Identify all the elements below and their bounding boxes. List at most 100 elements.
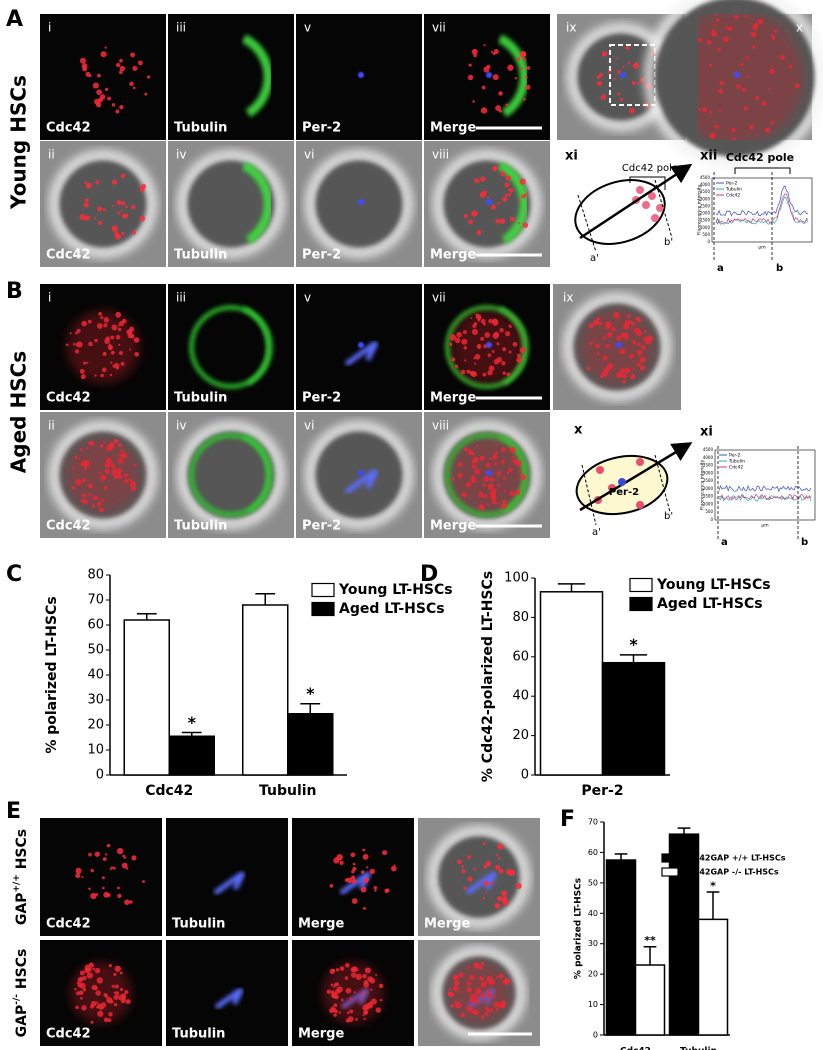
cdc42-dot: [596, 74, 601, 79]
cdc42-dot: [125, 205, 128, 209]
bar: [287, 713, 334, 776]
micrograph: [418, 818, 540, 936]
cdc42-dot: [121, 862, 128, 869]
tile-numeral: vi: [304, 419, 314, 433]
cdc42-dot: [617, 92, 621, 96]
bar: [242, 604, 289, 776]
stains: [344, 340, 379, 367]
cdc42-dot: [362, 848, 366, 852]
y-tick-label: 60: [512, 649, 529, 664]
micrograph: [296, 141, 422, 267]
side-base: GAP: [14, 1005, 30, 1038]
diagram-dot: [636, 458, 644, 466]
cdc42-dot: [480, 107, 488, 114]
legend-label: Young LT-HSCs: [338, 582, 453, 598]
cdc42-dot: [85, 182, 92, 189]
cdc42-dot: [526, 65, 531, 70]
cdc42-dot: [84, 180, 88, 184]
stains: [189, 305, 273, 389]
tile-caption: Per-2: [302, 519, 341, 534]
error-bar: [255, 593, 276, 605]
side-sup: -/-: [12, 994, 22, 1005]
cdc42-dot: [132, 65, 138, 71]
diagram-numeral: xii: [700, 149, 717, 164]
micrograph: [424, 284, 550, 410]
cdc42-dot: [505, 175, 511, 181]
cdc42-dot: [635, 61, 638, 64]
profile-tick: 4000: [703, 455, 714, 460]
tile-caption: Merge: [430, 391, 476, 406]
plot-frame: [711, 177, 813, 243]
cdc42-dot: [115, 109, 120, 114]
profile-tick: 4000: [700, 182, 711, 187]
cdc42-dot: [90, 868, 94, 873]
cell-halo: [177, 421, 285, 529]
stains: [241, 34, 273, 118]
cell-halo: [49, 150, 157, 258]
legend-label: Cdc42GAP +/+ LT-HSCs: [683, 854, 786, 863]
axis-arrow: [579, 442, 693, 512]
cdc42-dot: [490, 50, 493, 54]
cdc42-haze: [698, 14, 803, 140]
y-tick-label: 40: [87, 668, 104, 683]
tubulin-ring: [189, 433, 273, 517]
stains: [698, 14, 803, 140]
micrograph: [168, 141, 294, 267]
micrograph: [40, 284, 166, 410]
micrograph: [40, 14, 166, 140]
legend-label: Aged LT-HSCs: [339, 601, 445, 617]
cdc42-dot: [366, 866, 369, 869]
micrograph: [168, 14, 294, 140]
diagram-dot: [642, 201, 650, 209]
cdc42-haze: [322, 962, 384, 1024]
x-tick-label: Cdc42: [145, 783, 193, 799]
cdc42-dot: [129, 900, 133, 904]
cdc42-dot: [116, 211, 121, 215]
cdc42-dot: [457, 859, 462, 865]
cdc42-dot: [81, 876, 84, 879]
cdc42-dot: [495, 853, 498, 856]
cdc42-dot: [485, 891, 488, 894]
tile-caption: Tubulin: [174, 519, 227, 534]
cdc42-dot: [637, 82, 640, 85]
diagram-dot: [651, 214, 659, 222]
cdc42-dot: [504, 182, 510, 188]
cdc42-dot: [522, 222, 529, 228]
bar: [634, 964, 666, 1036]
cdc42-dot: [114, 233, 121, 240]
significance: *: [306, 684, 315, 703]
micrograph: [40, 141, 166, 267]
x-tick-label: Cdc42: [620, 1047, 651, 1050]
tubulin: [465, 870, 498, 896]
pole-label: Cdc42 pole: [726, 151, 794, 164]
stains: [241, 161, 273, 245]
tile-caption: Tubulin: [172, 1027, 225, 1042]
cdc42-dot: [121, 201, 126, 206]
tile-numeral: iii: [176, 21, 186, 35]
cdc42-dot: [632, 62, 639, 69]
cdc42-dot: [519, 178, 526, 185]
cdc42-dot: [346, 877, 353, 884]
profile-tick: 4500: [700, 175, 711, 180]
tile-numeral: viii: [432, 148, 449, 162]
pole-bracket: [629, 176, 666, 190]
tile-numeral: v: [304, 291, 311, 305]
tubulin: [344, 340, 379, 367]
error-bar: [181, 731, 202, 737]
per2: [486, 199, 492, 205]
cell-halo: [305, 150, 413, 258]
profile-tick: 0: [710, 517, 713, 522]
micrograph-bg: [40, 14, 166, 140]
tile-numeral: viii: [432, 419, 449, 433]
profile-tick: 3000: [700, 196, 711, 201]
profile-tick: 2000: [703, 486, 714, 491]
cdc42-dot: [96, 89, 102, 96]
cdc42-dot: [102, 208, 106, 212]
profile-tick: 1000: [700, 225, 711, 230]
cdc42-dot: [518, 199, 521, 202]
per2: [358, 470, 364, 476]
profile-ylabel: Fluorescence intensity: [700, 459, 706, 510]
cdc42-dot: [116, 62, 121, 68]
cdc42-dot: [352, 866, 357, 872]
micrograph: [418, 940, 540, 1046]
